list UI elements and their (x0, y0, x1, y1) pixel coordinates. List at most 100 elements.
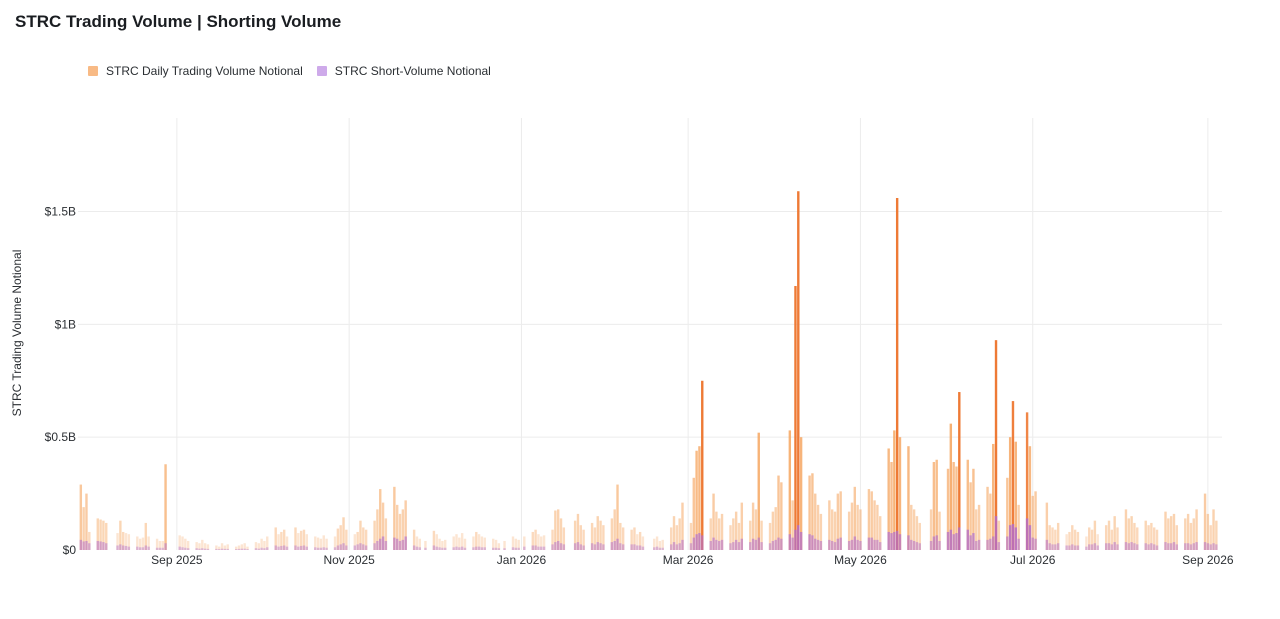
volume-bar (376, 509, 379, 550)
short-bar (198, 548, 201, 550)
short-bar (203, 548, 207, 550)
short-bar (653, 547, 656, 550)
short-bar (692, 537, 695, 550)
volume-bar (345, 529, 348, 550)
short-bar (523, 546, 526, 550)
short-bar (1090, 544, 1094, 550)
volume-bar (136, 536, 139, 550)
volume-bar (799, 437, 803, 550)
short-bar (514, 547, 518, 550)
volume-bar (1093, 520, 1097, 550)
short-bar (356, 544, 359, 550)
volume-bar (353, 534, 357, 550)
short-bar (1203, 542, 1207, 550)
short-bar (254, 548, 258, 550)
volume-bar (432, 530, 436, 550)
short-bar (681, 539, 684, 550)
volume-bar (757, 432, 760, 550)
short-bar (164, 543, 167, 550)
short-bar (579, 544, 582, 550)
short-bar (206, 548, 210, 550)
short-bar (1189, 544, 1193, 550)
short-bar (729, 543, 732, 550)
short-bar (1133, 543, 1136, 550)
short-bar (661, 547, 664, 550)
short-bar (376, 540, 379, 550)
volume-bar (910, 504, 913, 550)
volume-bar (285, 536, 289, 550)
volume-bar (562, 527, 566, 550)
volume-bar (836, 493, 840, 550)
volume-bar (833, 511, 837, 550)
short-bar (542, 546, 546, 550)
short-bar (1045, 539, 1049, 550)
volume-bar (819, 513, 823, 550)
short-bar (314, 547, 317, 550)
volume-bar (808, 475, 811, 550)
short-bar (460, 546, 464, 550)
short-bar (1104, 543, 1108, 550)
short-bar (339, 544, 342, 550)
volume-bar (630, 529, 633, 550)
short-bar (147, 546, 150, 550)
short-bar (1065, 545, 1068, 550)
short-bar (285, 546, 289, 550)
volume-bar (1090, 529, 1094, 550)
short-bar (398, 540, 402, 550)
volume-bar (105, 522, 108, 550)
volume-bar (576, 513, 580, 550)
short-bar (333, 547, 337, 550)
short-bar (155, 547, 159, 550)
short-bar (678, 543, 681, 550)
short-bar (1167, 543, 1170, 550)
short-bar (79, 539, 83, 550)
short-bar (819, 540, 823, 550)
volume-bar (1071, 525, 1074, 550)
volume-bar (116, 533, 119, 550)
volume-bar (254, 542, 258, 550)
short-bar (178, 546, 181, 550)
legend-item-short[interactable]: STRC Short-Volume Notional (316, 64, 491, 78)
short-bar (158, 547, 162, 550)
volume-bar (912, 509, 916, 550)
volume-bar (760, 520, 763, 550)
short-bar (1195, 542, 1198, 550)
short-bar (616, 538, 619, 550)
volume-bar (435, 534, 438, 550)
volume-bar (958, 392, 961, 550)
volume-bar (373, 520, 376, 550)
short-bar (260, 547, 263, 550)
volume-bar (797, 191, 800, 550)
short-bar (619, 543, 622, 550)
short-bar (907, 535, 910, 550)
short-bar (929, 540, 933, 550)
legend-item-volume[interactable]: STRC Daily Trading Volume Notional (88, 64, 303, 78)
short-bar (1071, 544, 1074, 550)
short-bar (737, 542, 741, 550)
x-tick-label: Nov 2025 (323, 553, 375, 567)
volume-bar (206, 544, 210, 550)
short-bar (1130, 542, 1133, 550)
volume-bar (441, 540, 444, 550)
volume-bar (1133, 522, 1136, 550)
volume-bar (579, 525, 582, 550)
short-bar (856, 539, 859, 550)
short-bar (955, 533, 958, 550)
short-bar (701, 535, 704, 550)
short-bar (503, 548, 506, 550)
short-bar (734, 539, 738, 550)
volume-bar (907, 446, 910, 550)
volume-bar (342, 517, 345, 550)
volume-bar (1056, 522, 1060, 550)
short-bar (833, 542, 837, 550)
short-bar (494, 547, 498, 550)
volume-bar (181, 536, 184, 550)
short-bar (294, 545, 297, 550)
short-bar (1017, 538, 1020, 550)
short-bar (362, 544, 365, 550)
short-bar (373, 543, 376, 550)
short-bar (698, 533, 701, 550)
short-bar (364, 545, 368, 550)
short-bar (1006, 536, 1009, 550)
volume-bar (336, 528, 340, 550)
